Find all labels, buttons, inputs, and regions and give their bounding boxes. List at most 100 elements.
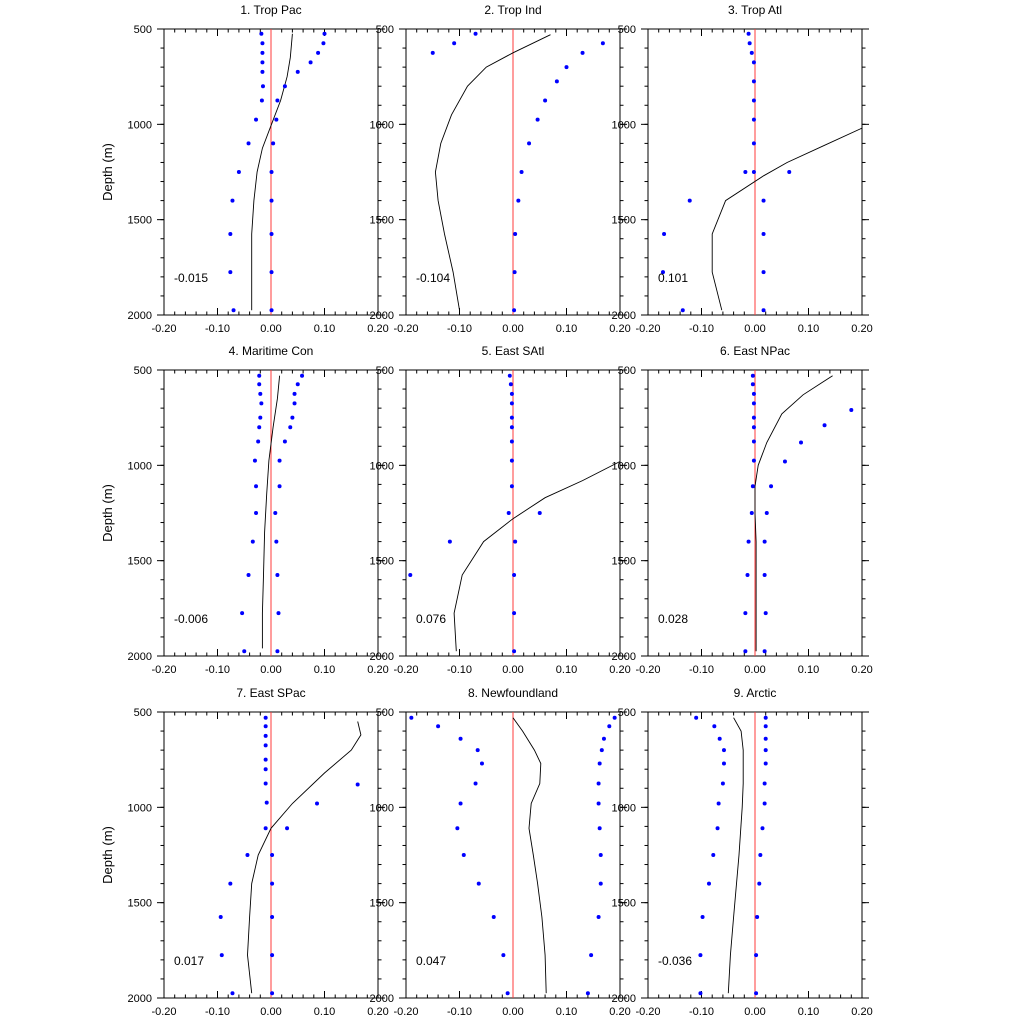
data-point-right: [275, 98, 280, 103]
x-tick-label: -0.20: [393, 1006, 418, 1018]
data-point-left: [698, 953, 703, 958]
y-tick-label: 500: [134, 707, 152, 719]
panel-annotation: 0.101: [658, 271, 688, 285]
data-point-right: [512, 572, 517, 577]
data-point-left: [751, 170, 756, 174]
y-tick-label: 500: [376, 24, 394, 36]
x-tick-label: -0.10: [447, 1006, 472, 1018]
panel-title: 7. East SPac: [236, 686, 305, 700]
profile-line: [247, 721, 362, 994]
y-tick-label: 1500: [128, 556, 152, 568]
data-point-left: [242, 649, 247, 654]
data-point-left: [491, 914, 496, 919]
data-point-left: [231, 308, 236, 313]
data-point-left: [228, 270, 233, 275]
y-axis-label: Depth (m): [100, 826, 115, 884]
data-point-right: [761, 198, 766, 203]
data-point-right: [519, 170, 524, 174]
data-point-right: [295, 382, 300, 387]
data-point-right: [543, 98, 548, 103]
data-point-left: [246, 572, 251, 577]
data-point-left: [263, 767, 268, 772]
data-point-left: [721, 748, 726, 753]
data-point-left: [751, 79, 756, 84]
data-point-left: [436, 724, 441, 729]
panel-9: 9. Arctic -0.20 -0.10 0.00 0.10 0.20 500 1000 15…: [612, 686, 873, 1018]
data-point-left: [746, 31, 751, 36]
data-point-left: [509, 415, 514, 420]
data-point-left: [263, 715, 268, 720]
data-point-left: [751, 60, 756, 65]
x-tick-label: -0.10: [447, 323, 472, 335]
data-point-left: [717, 736, 722, 741]
data-point-left: [228, 881, 233, 886]
data-point-left: [507, 373, 512, 378]
x-tick-label: -0.20: [151, 323, 176, 335]
data-point-right: [308, 60, 313, 65]
data-point-left: [751, 415, 756, 420]
y-tick-label: 2000: [128, 993, 152, 1005]
data-point-right: [585, 991, 590, 996]
data-point-left: [230, 198, 235, 203]
panel-title: 4. Maritime Con: [229, 344, 314, 358]
data-point-left: [245, 853, 250, 857]
data-point-right: [292, 401, 297, 406]
data-point-right: [762, 781, 767, 786]
panel-5: 5. East SAtl -0.20 -0.10 0.00 0.10 0.20 500 100…: [370, 344, 631, 676]
data-point-left: [228, 231, 233, 236]
data-point-right: [273, 511, 278, 515]
data-point-right: [274, 539, 279, 544]
data-point-left: [458, 736, 463, 741]
y-tick-label: 500: [618, 365, 636, 377]
y-tick-label: 1000: [370, 802, 394, 814]
data-point-right: [760, 826, 765, 831]
data-point-left: [240, 611, 245, 616]
x-tick-label: 0.10: [556, 664, 577, 676]
data-point-right: [597, 826, 602, 831]
data-point-left: [712, 724, 717, 729]
data-point-left: [749, 50, 754, 55]
data-point-right: [282, 84, 287, 89]
data-point-right: [763, 736, 768, 741]
x-tick-label: 0.10: [314, 323, 335, 335]
panel-4: 4. Maritime Con -0.20 -0.10 0.00 0.10 0.20 500…: [100, 344, 389, 676]
x-tick-label: 0.10: [314, 1006, 335, 1018]
data-point-left: [475, 748, 480, 753]
data-point-right: [290, 415, 295, 420]
panel-1: 1. Trop Pac -0.20 -0.10 0.00 0.10 0.20 500 1000…: [100, 3, 389, 335]
x-tick-label: 0.10: [314, 664, 335, 676]
x-tick-label: 0.00: [744, 323, 765, 335]
x-tick-label: 0.00: [260, 1006, 281, 1018]
data-point-right: [607, 724, 612, 729]
data-point-right: [596, 801, 601, 806]
data-point-right: [292, 391, 297, 396]
data-point-left: [256, 439, 261, 444]
data-point-left: [254, 117, 259, 122]
data-point-left: [218, 914, 223, 919]
data-point-right: [315, 801, 320, 806]
data-point-right: [596, 914, 601, 919]
data-point-right: [598, 853, 603, 857]
data-point-left: [260, 41, 265, 46]
x-tick-label: -0.10: [447, 664, 472, 676]
data-point-left: [662, 231, 667, 236]
y-tick-label: 1000: [612, 119, 636, 131]
data-point-left: [479, 761, 484, 766]
data-point-right: [580, 50, 585, 55]
y-tick-label: 1000: [370, 119, 394, 131]
data-point-right: [762, 649, 767, 654]
x-tick-label: -0.20: [635, 664, 660, 676]
data-point-left: [743, 649, 748, 654]
data-point-right: [762, 801, 767, 806]
data-point-left: [700, 914, 705, 919]
data-point-right: [535, 117, 540, 122]
data-point-left: [501, 953, 506, 958]
panel-2: 2. Trop Ind -0.20 -0.10 0.00 0.10 0.20 500 1000…: [370, 3, 631, 335]
y-tick-label: 1500: [612, 556, 636, 568]
data-point-right: [787, 170, 792, 174]
data-point-right: [355, 782, 360, 787]
x-tick-label: 0.20: [851, 664, 872, 676]
data-point-right: [763, 724, 768, 729]
data-point-right: [271, 141, 276, 146]
